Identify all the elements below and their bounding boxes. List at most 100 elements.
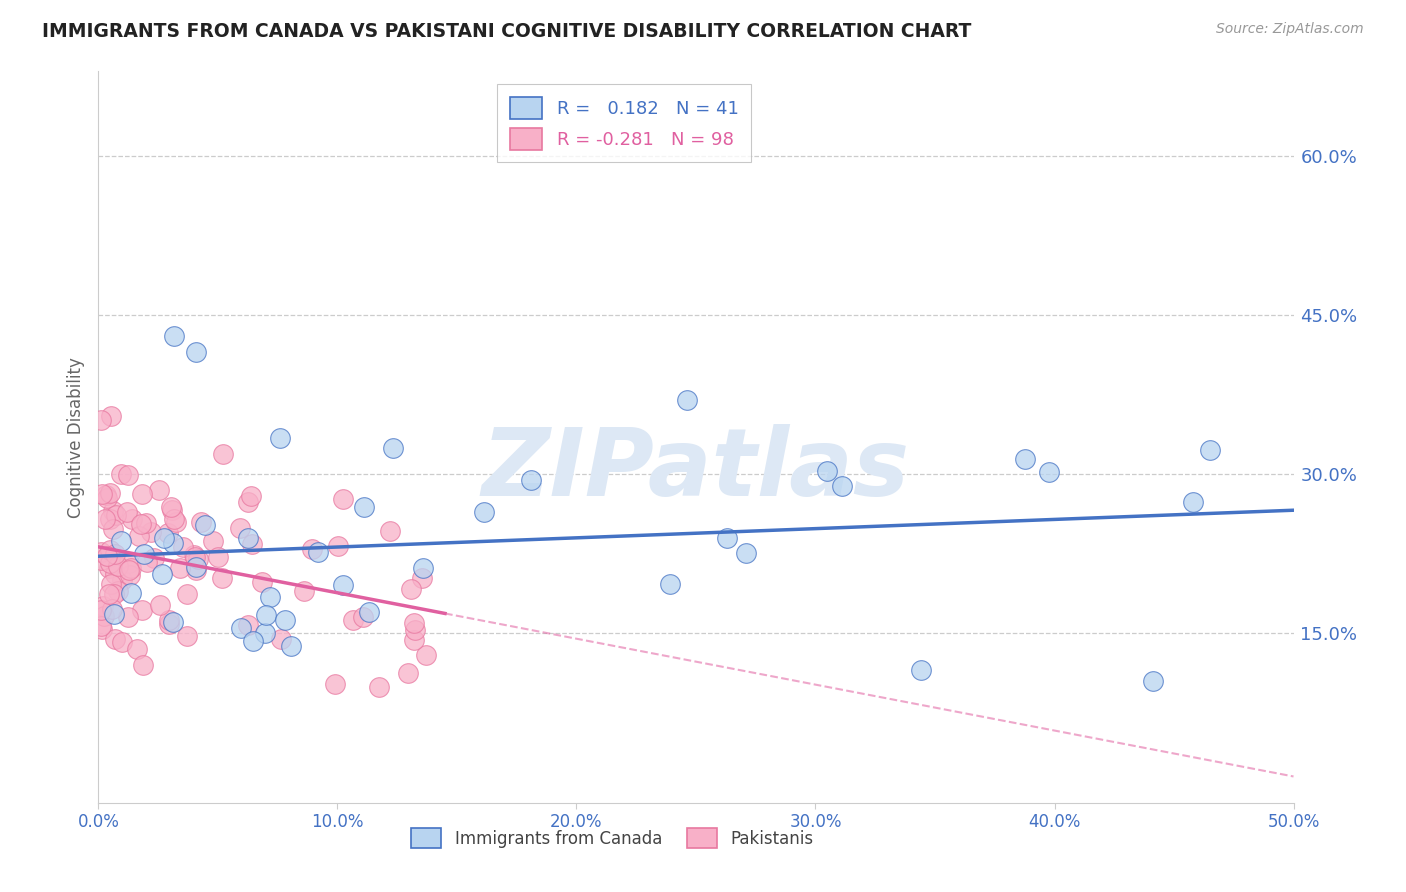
Point <box>117 467 139 482</box>
Point <box>280 639 302 653</box>
Point <box>96 549 118 563</box>
Point <box>90 552 112 566</box>
Point <box>301 541 323 556</box>
Point <box>184 560 207 574</box>
Point <box>254 607 277 622</box>
Point <box>274 613 297 627</box>
Point <box>94 512 117 526</box>
Point <box>229 621 252 635</box>
Point <box>675 392 697 407</box>
Point <box>162 535 184 549</box>
Point <box>342 613 364 627</box>
Point <box>412 561 434 575</box>
Point <box>404 616 426 631</box>
Point <box>157 613 180 627</box>
Point <box>184 345 207 359</box>
Point <box>90 412 112 426</box>
Point <box>148 483 170 497</box>
Point <box>110 467 132 482</box>
Point <box>98 512 121 526</box>
Point <box>104 632 127 646</box>
Point <box>121 512 143 526</box>
Point <box>1142 673 1164 688</box>
Point <box>332 492 354 507</box>
Point <box>183 548 205 562</box>
Point <box>111 573 134 587</box>
Text: ZIPatlas: ZIPatlas <box>482 424 910 516</box>
Point <box>160 500 183 514</box>
Point <box>910 663 932 677</box>
Point <box>228 521 250 535</box>
Point <box>325 677 347 691</box>
Text: Source: ZipAtlas.com: Source: ZipAtlas.com <box>1216 22 1364 37</box>
Point <box>90 618 112 632</box>
Point <box>139 524 162 539</box>
Text: IMMIGRANTS FROM CANADA VS PAKISTANI COGNITIVE DISABILITY CORRELATION CHART: IMMIGRANTS FROM CANADA VS PAKISTANI COGN… <box>42 22 972 41</box>
Point <box>100 409 122 423</box>
Point <box>111 635 134 649</box>
Point <box>212 447 235 461</box>
Point <box>117 610 139 624</box>
Point <box>162 329 184 343</box>
Point <box>716 531 738 545</box>
Point <box>187 551 209 566</box>
Point <box>368 680 391 694</box>
Point <box>90 545 112 559</box>
Point <box>96 491 118 506</box>
Point <box>352 610 374 624</box>
Point <box>149 598 172 612</box>
Point <box>176 587 198 601</box>
Point <box>162 615 184 629</box>
Point <box>239 490 262 504</box>
Point <box>1038 465 1060 479</box>
Point <box>136 555 159 569</box>
Point <box>98 549 121 564</box>
Point <box>472 505 495 519</box>
Point <box>131 603 153 617</box>
Point <box>98 560 121 574</box>
Point <box>380 524 402 538</box>
Point <box>150 567 173 582</box>
Point <box>211 571 233 585</box>
Point <box>93 609 115 624</box>
Point <box>103 586 125 600</box>
Point <box>176 629 198 643</box>
Point <box>128 529 150 543</box>
Point <box>207 549 229 564</box>
Point <box>118 564 141 578</box>
Point <box>98 485 121 500</box>
Point <box>91 487 114 501</box>
Point <box>110 534 132 549</box>
Point <box>90 603 112 617</box>
Point <box>132 658 155 673</box>
Point <box>160 503 183 517</box>
Point <box>131 516 153 531</box>
Point <box>194 517 217 532</box>
Point <box>153 531 176 545</box>
Point <box>120 586 142 600</box>
Point <box>104 547 127 561</box>
Point <box>93 599 115 613</box>
Y-axis label: Cognitive Disability: Cognitive Disability <box>66 357 84 517</box>
Point <box>332 578 354 592</box>
Legend: Immigrants from Canada, Pakistanis: Immigrants from Canada, Pakistanis <box>404 820 821 856</box>
Point <box>307 545 329 559</box>
Point <box>120 561 142 575</box>
Point <box>250 574 273 589</box>
Point <box>157 525 180 540</box>
Point <box>411 571 433 585</box>
Point <box>520 473 543 487</box>
Point <box>396 665 419 680</box>
Point <box>270 632 292 647</box>
Point <box>1182 494 1205 508</box>
Point <box>236 531 259 545</box>
Point <box>98 542 121 557</box>
Point <box>143 551 166 566</box>
Point <box>236 494 259 508</box>
Point <box>103 607 125 621</box>
Point <box>105 508 128 522</box>
Point <box>240 536 263 550</box>
Point <box>831 479 853 493</box>
Point <box>101 602 124 616</box>
Point <box>98 556 121 570</box>
